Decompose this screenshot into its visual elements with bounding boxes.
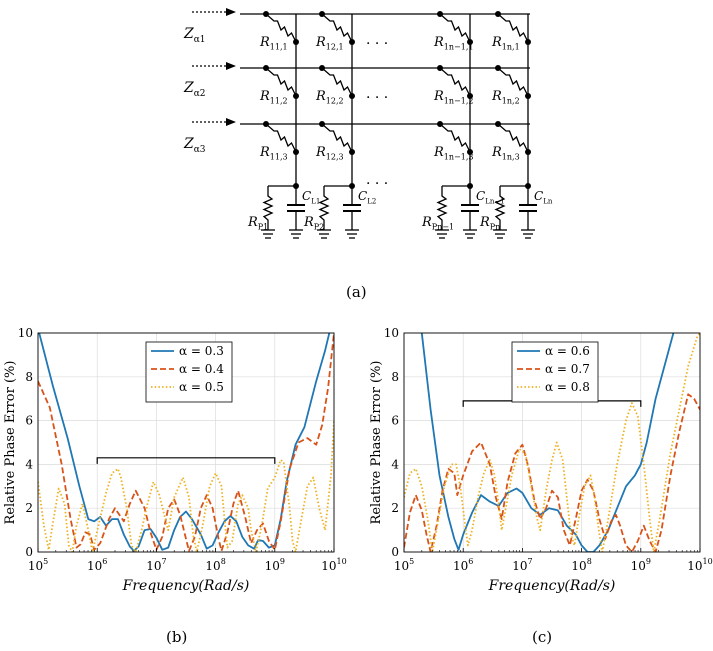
x-tick-label: 105 bbox=[28, 557, 48, 573]
circuit-diagram: Zα1 Zα2 Zα3 R11,1 R11,2 R11,3 RP1 CL1 R12,1 R12,2… bbox=[183, 8, 553, 239]
chart-b: 105 106 107 108 109 1010 0 2 4 6 8 10 Frequency(Rad/… bbox=[3, 326, 347, 594]
y-tick-label: 4 bbox=[391, 457, 399, 471]
ellipsis: · · · bbox=[366, 176, 388, 192]
resistor-label: R11,1 bbox=[259, 35, 288, 52]
x-tick-label: 108 bbox=[205, 557, 225, 573]
capacitor-label: CL2 bbox=[358, 189, 376, 205]
resistor-zigzag bbox=[265, 123, 297, 153]
resistor-label: R1n−1,2 bbox=[433, 89, 473, 106]
ellipsis: · · · bbox=[366, 36, 388, 52]
resistor-zigzag bbox=[265, 13, 297, 43]
x-axis-label: Frequency(Rad/s) bbox=[488, 578, 616, 594]
y-tick-label: 2 bbox=[25, 501, 33, 515]
legend-box bbox=[145, 341, 233, 403]
resistor-zigzag bbox=[497, 67, 529, 97]
y-axis-label: Relative Phase Error (%) bbox=[369, 361, 384, 525]
y-tick-label: 0 bbox=[391, 545, 399, 559]
resistor-label: R1n,1 bbox=[491, 35, 520, 52]
parallel-resistor-label: RP2 bbox=[303, 215, 324, 232]
resistor-zigzag bbox=[321, 13, 353, 43]
resistor-zigzag bbox=[439, 13, 471, 43]
legend: α = 0.3 α = 0.4 α = 0.5 bbox=[145, 341, 233, 403]
x-tick-label: 107 bbox=[146, 557, 166, 573]
plot-frame bbox=[403, 332, 701, 553]
x-axis-label: Frequency(Rad/s) bbox=[122, 578, 250, 594]
legend-label: α = 0.4 bbox=[179, 362, 224, 376]
legend-label: α = 0.5 bbox=[179, 380, 224, 394]
resistor-label: R12,1 bbox=[315, 35, 344, 52]
input-impedance-label: Zα1 bbox=[183, 26, 206, 45]
caption-a: (a) bbox=[346, 283, 367, 301]
capacitor-label: CLn bbox=[534, 189, 553, 205]
legend-label: α = 0.3 bbox=[179, 344, 224, 358]
x-tick-label: 106 bbox=[453, 557, 473, 573]
ellipsis: · · · bbox=[366, 90, 388, 106]
x-tick-label: 105 bbox=[394, 557, 414, 573]
series-line-3 bbox=[38, 420, 334, 552]
arrow-head-icon bbox=[226, 8, 236, 16]
resistor-zigzag bbox=[262, 186, 274, 230]
caption-b: (b) bbox=[166, 628, 188, 646]
y-tick-label: 6 bbox=[25, 414, 33, 428]
legend: α = 0.6 α = 0.7 α = 0.8 bbox=[511, 341, 599, 403]
chart-c: 105 106 107 108 109 1010 0 2 4 6 8 10 Frequency(Rad/… bbox=[369, 326, 713, 594]
y-tick-label: 10 bbox=[384, 326, 399, 340]
legend-label: α = 0.7 bbox=[545, 362, 590, 376]
input-impedance-label: Zα2 bbox=[183, 80, 206, 99]
range-bracket bbox=[96, 457, 276, 464]
resistor-zigzag bbox=[265, 67, 297, 97]
y-axis-label: Relative Phase Error (%) bbox=[3, 361, 18, 525]
resistor-label: R12,2 bbox=[315, 89, 344, 106]
series-line-3 bbox=[404, 333, 700, 552]
input-impedance-label: Zα3 bbox=[183, 136, 206, 155]
resistor-zigzag bbox=[497, 13, 529, 43]
legend-box bbox=[511, 341, 599, 403]
resistor-zigzag bbox=[494, 186, 506, 230]
resistor-label: R1n−1,1 bbox=[433, 35, 473, 52]
resistor-zigzag bbox=[318, 186, 330, 230]
resistor-label: R1n,3 bbox=[491, 145, 520, 162]
parallel-resistor-label: RPn bbox=[479, 215, 500, 232]
x-tick-label: 109 bbox=[265, 557, 285, 573]
y-tick-label: 10 bbox=[18, 326, 33, 340]
resistor-zigzag bbox=[321, 67, 353, 97]
caption-c: (c) bbox=[532, 628, 553, 646]
x-tick-label: 106 bbox=[87, 557, 107, 573]
y-tick-label: 4 bbox=[25, 457, 33, 471]
parallel-resistor-label: RP1 bbox=[247, 215, 268, 232]
capacitor-label: CL1 bbox=[302, 189, 320, 205]
y-tick-label: 0 bbox=[25, 545, 33, 559]
arrow-head-icon bbox=[226, 118, 236, 126]
resistor-zigzag bbox=[439, 67, 471, 97]
series-group bbox=[38, 333, 334, 552]
resistor-label: R1n,2 bbox=[491, 89, 520, 106]
legend-label: α = 0.8 bbox=[545, 380, 590, 394]
x-tick-label: 109 bbox=[631, 557, 651, 573]
series-group bbox=[404, 333, 700, 552]
resistor-zigzag bbox=[439, 123, 471, 153]
x-tick-label: 1010 bbox=[321, 557, 346, 573]
resistor-label: R1n−1,3 bbox=[433, 145, 473, 162]
resistor-zigzag bbox=[321, 123, 353, 153]
parallel-resistor-label: RPn−1 bbox=[421, 215, 454, 232]
y-tick-label: 8 bbox=[25, 370, 33, 384]
arrow-head-icon bbox=[226, 62, 236, 70]
x-tick-label: 1010 bbox=[687, 557, 712, 573]
plot-frame bbox=[37, 332, 335, 553]
resistor-label: R12,3 bbox=[315, 145, 344, 162]
x-tick-label: 108 bbox=[571, 557, 591, 573]
y-tick-label: 6 bbox=[391, 414, 399, 428]
resistor-label: R11,2 bbox=[259, 89, 288, 106]
y-tick-label: 8 bbox=[391, 370, 399, 384]
x-tick-label: 107 bbox=[512, 557, 532, 573]
series-line-2 bbox=[404, 393, 700, 552]
y-tick-label: 2 bbox=[391, 501, 399, 515]
resistor-label: R11,3 bbox=[259, 145, 288, 162]
resistor-zigzag bbox=[497, 123, 529, 153]
legend-label: α = 0.6 bbox=[545, 344, 590, 358]
resistor-zigzag bbox=[436, 186, 448, 230]
series-line-1 bbox=[420, 333, 675, 552]
capacitor-label: CLn−1 bbox=[476, 189, 505, 205]
